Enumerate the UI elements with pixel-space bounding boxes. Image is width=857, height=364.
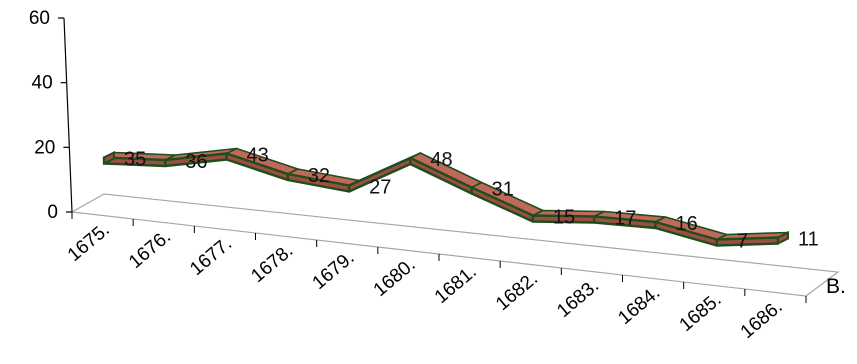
data-label: 43 (247, 145, 269, 167)
x-tick-label: 1677. (186, 233, 236, 280)
ribbon-cap (777, 230, 789, 246)
x-tick-label: 1682. (492, 268, 542, 315)
data-label: 36 (185, 151, 207, 173)
data-ribbon (102, 147, 789, 247)
x-tick-label: 1684. (614, 282, 664, 329)
data-label: 17 (614, 208, 636, 230)
data-label: 15 (553, 207, 575, 229)
y-tick-label: 60 (29, 8, 50, 29)
y-tick-label: 20 (34, 137, 55, 158)
data-label: 35 (124, 149, 146, 171)
data-labels: 35 36 43 32 27 48 31 15 17 16 7 11 (124, 145, 819, 253)
x-tick-label: 1676. (125, 226, 175, 273)
x-tick-label: 1685. (676, 289, 726, 336)
y-axis: 0 20 40 60 (29, 8, 73, 223)
y-tick-label: 0 (47, 202, 58, 223)
data-label: 11 (798, 229, 819, 251)
x-tick-label: 1678. (247, 240, 297, 287)
data-label: 32 (308, 165, 330, 187)
data-label: 31 (492, 179, 514, 201)
x-tick-label: 1679. (309, 247, 359, 294)
x-axis-title: B. (826, 275, 846, 298)
data-label: 48 (430, 149, 452, 171)
y-axis-line (63, 17, 73, 213)
x-tick-label: 1683. (553, 275, 603, 322)
x-tick-label: 1681. (431, 261, 481, 308)
x-tick-label: 1675. (64, 219, 114, 266)
y-tick-label: 40 (32, 73, 53, 94)
ribbon-cap (103, 150, 115, 166)
data-label: 7 (737, 231, 748, 253)
x-tick-label: 1686. (737, 296, 787, 343)
data-label: 16 (675, 213, 697, 235)
x-tick-label: 1680. (370, 254, 420, 301)
data-label: 27 (369, 177, 391, 199)
